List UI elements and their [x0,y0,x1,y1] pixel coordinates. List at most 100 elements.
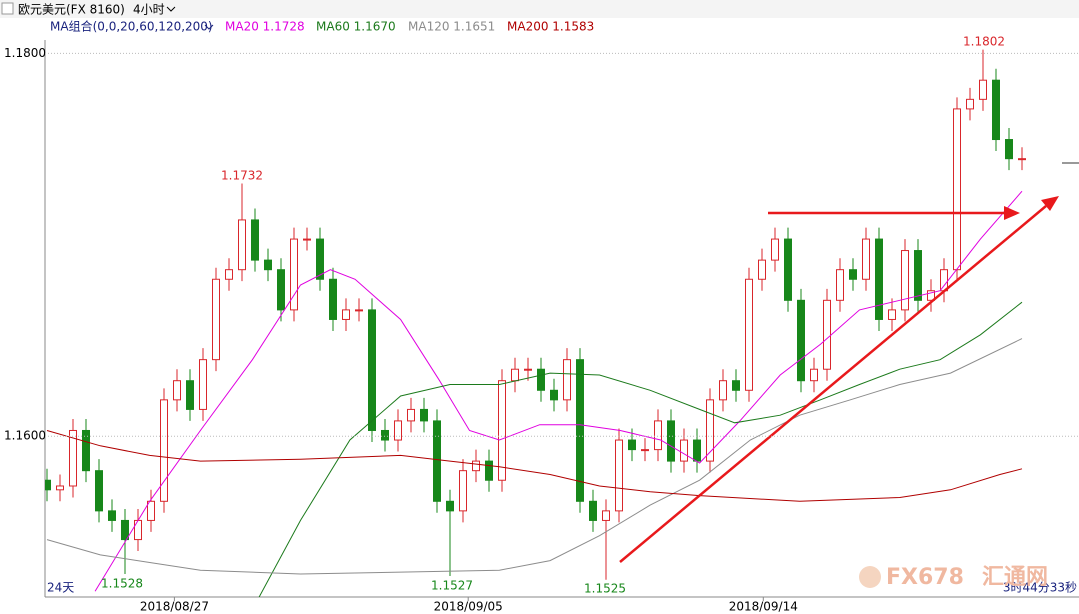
candle-body [108,510,116,521]
candle-body [862,238,870,280]
price-annotation: 1.1527 [431,579,473,593]
candle-body [992,79,1000,141]
candle-body [797,299,805,382]
candle-body [173,380,181,401]
candle-body [342,309,350,320]
candle-body [537,368,545,391]
candle-body [394,420,402,441]
candle-body [693,439,701,462]
candle-body [407,408,415,422]
legend-entry: MA200 1.1583 [507,20,594,34]
candle-body [329,278,337,320]
candle-body [875,238,883,320]
x-tick-label: 2018/09/05 [434,600,503,614]
candle-body [758,259,766,280]
price-annotation: 1.1732 [221,169,263,183]
candle-body [888,309,896,320]
candle-body [1018,158,1026,161]
candle-body [368,309,376,431]
candle-body [472,460,480,472]
arrow-head [1041,196,1059,211]
price-annotation: 1.1525 [584,582,626,596]
candle-body [771,238,779,261]
candle-body [680,439,688,462]
title-bar [0,0,1079,18]
candle-body [1005,139,1013,160]
candle-body [420,408,428,422]
candle-body [355,309,363,312]
window-icon [1,2,14,15]
candle-body [602,510,610,521]
price-annotation: 1.1802 [963,35,1005,49]
price-annotation: 1.1528 [101,577,143,591]
candle-body [316,238,324,280]
indicator[interactable]: MA组合(0,0,20,60,120,200) [50,19,213,34]
candle-body [979,79,987,100]
candle-body [511,368,519,382]
candle-body [45,479,51,491]
ma-line [46,430,1023,502]
footer-right: 3时44分33秒 [1003,581,1077,595]
y-tick-label: 1.1800 [4,46,46,60]
candle-body [82,429,90,472]
candle-body [628,439,636,451]
legend-entry: MA20 1.1728 [225,20,305,34]
candle-body [134,519,142,541]
chart-title: 欧元美元(FX 8160) [18,3,125,17]
candle-body [121,519,129,541]
x-tick-label: 2018/08/27 [140,600,209,614]
candle-body [576,359,584,502]
candle-body [966,98,974,110]
candle-body [615,439,623,512]
candle-body [953,108,961,271]
legend-entry: MA120 1.1651 [408,20,495,34]
candle-body [550,389,558,401]
watermark-cn: 汇通网 [982,565,1048,590]
period[interactable]: 4小时 [133,3,165,17]
ma-line [46,338,1023,575]
candle-body [654,420,662,451]
ma-line [258,301,1023,597]
x-tick-label: 2018/09/14 [729,600,798,614]
candle-body [901,250,909,311]
candle-body [836,269,844,301]
candle-body [264,259,272,271]
candle-body [212,278,220,361]
candle-body [589,500,597,521]
ma-line [94,190,1023,592]
candle-body [277,269,285,311]
candle-body [823,299,831,370]
candle-body [186,380,194,410]
candle-body [225,269,233,280]
watermark-logo [859,566,881,588]
candle-body [459,470,467,512]
legend-entry: MA60 1.1670 [316,20,396,34]
candle-body [485,460,493,481]
candle-body [95,470,103,512]
arrow-head [1004,206,1020,220]
candle-body [147,500,155,521]
candle-body [563,359,571,401]
candle-body [303,238,311,241]
candle-body [69,429,77,487]
candle-body [498,380,506,481]
candle-body [199,359,207,410]
candle-body [745,278,753,391]
candle-body [810,368,818,382]
candle-body [160,399,168,502]
indicator-dropdown[interactable] [204,24,214,30]
candle-body [251,219,259,261]
candle-body [290,238,298,311]
y-tick-label: 1.1600 [4,429,46,443]
candle-body [433,420,441,502]
candle-body [446,500,454,512]
candle-body [849,269,857,280]
trend-arrow [619,205,1047,563]
candle-body [927,290,935,301]
candle-body [784,238,792,301]
period-dropdown[interactable] [166,6,176,12]
candle-body [238,219,246,271]
candle-body [524,368,532,371]
